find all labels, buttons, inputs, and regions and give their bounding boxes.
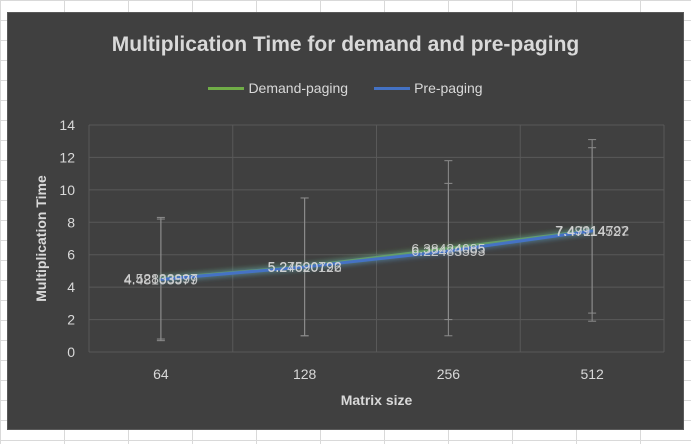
x-tick-label: 128 xyxy=(293,366,317,382)
data-label: 4.52833997 xyxy=(124,271,198,287)
data-label: 4.48103579 xyxy=(124,271,198,287)
plot-area: 0 2 4 6 8 10 12 14 64 128 256 512 Matrix size Multipl… xyxy=(33,117,665,408)
legend-label-demand-paging: Demand-paging xyxy=(248,80,349,96)
y-tick-label: 12 xyxy=(59,149,75,165)
legend-item-demand-paging: Demand-paging xyxy=(208,80,348,96)
y-tick-label: 8 xyxy=(67,214,75,230)
y-tick-label: 0 xyxy=(67,344,75,360)
legend-label-pre-paging: Pre-paging xyxy=(414,80,483,96)
y-tick-label: 6 xyxy=(67,247,75,263)
y-tick-label: 10 xyxy=(59,182,75,198)
x-tick-label: 64 xyxy=(153,366,169,382)
data-label: 6.38424085 xyxy=(411,240,485,256)
y-tick-label: 14 xyxy=(59,117,75,133)
y-tick-label: 2 xyxy=(67,312,75,328)
chart-title: Multiplication Time for demand and pre-p… xyxy=(111,33,580,56)
legend-swatch-demand-paging xyxy=(208,86,245,90)
y-tick-label: 4 xyxy=(67,279,75,295)
y-axis-title: Multiplication Time xyxy=(33,175,49,302)
data-label: 5.27590792 xyxy=(268,258,342,274)
data-label: 5.24620126 xyxy=(268,259,342,275)
legend: Demand-paging Pre-paging xyxy=(8,80,683,96)
legend-swatch-pre-paging xyxy=(374,86,411,90)
data-label: 7.47114527 xyxy=(556,223,629,239)
series-line-pre-paging xyxy=(159,229,594,281)
x-axis-title: Matrix size xyxy=(341,392,413,408)
chart-area[interactable]: Multiplication Time for demand and pre-p… xyxy=(7,12,684,430)
legend-item-pre-paging: Pre-paging xyxy=(374,80,483,96)
data-label: 7.49914792 xyxy=(555,222,629,238)
x-tick-label: 256 xyxy=(437,366,461,382)
x-tick-label: 512 xyxy=(580,366,604,382)
data-label: 6.22483593 xyxy=(411,243,485,259)
